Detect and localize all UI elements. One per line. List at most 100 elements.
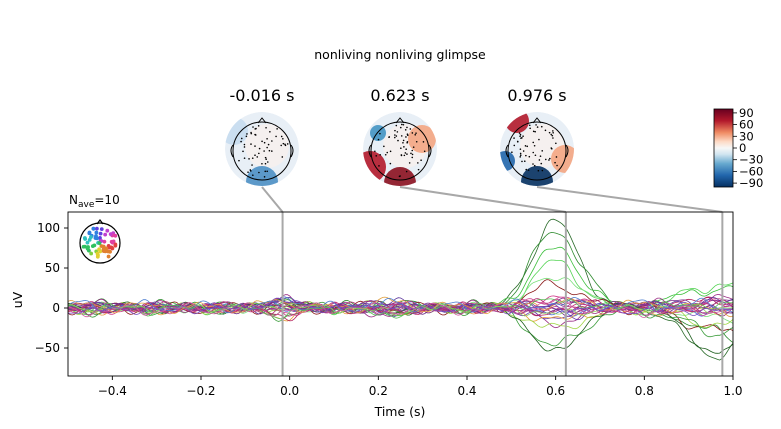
sensor-dot <box>528 124 531 127</box>
sensor-dot <box>400 154 403 156</box>
x-tick-label: −0.4 <box>98 384 127 398</box>
sensor-dot <box>526 145 529 148</box>
sensor-dot <box>383 145 385 148</box>
legend-sensor <box>106 244 111 248</box>
sensor-dot <box>550 133 553 136</box>
sensor-dot <box>411 156 414 159</box>
sensor-dot <box>422 141 425 143</box>
legend-sensor <box>105 228 110 233</box>
colorbar-tick-label: −30 <box>739 153 763 167</box>
sensor-dot <box>400 147 402 150</box>
sensor-dot <box>389 162 392 165</box>
sensor-dot <box>271 150 273 152</box>
sensor-dot <box>518 132 521 134</box>
sensor-dot <box>266 146 268 149</box>
sensor-dot <box>250 143 252 145</box>
sensor-dot <box>261 162 263 165</box>
sensor-dot <box>269 130 271 133</box>
legend-sensor <box>97 241 102 246</box>
legend-sensor <box>103 232 108 237</box>
sensor-dot <box>520 137 522 139</box>
sensor-dot <box>556 164 558 167</box>
sensor-dot <box>548 131 551 134</box>
sensor-dot <box>248 158 250 160</box>
sensor-dot <box>532 163 534 165</box>
sensor-dot <box>538 159 541 161</box>
sensor-dot <box>400 123 403 126</box>
sensor-dot <box>410 152 412 155</box>
sensor-dot <box>240 137 243 140</box>
legend-sensor <box>98 249 103 254</box>
sensor-dot <box>238 159 240 162</box>
legend-sensor <box>103 246 108 251</box>
legend-sensor <box>82 236 87 240</box>
head-outline <box>507 121 567 181</box>
channel-traces <box>68 218 733 361</box>
sensor-dot <box>551 134 554 137</box>
sensor-dot <box>282 137 284 140</box>
x-tick-label: 1.0 <box>723 384 742 398</box>
sensor-dot <box>534 154 537 157</box>
sensor-dot <box>286 143 289 145</box>
sensor-dot <box>268 149 271 152</box>
channel-trace <box>68 298 733 320</box>
sensor-dot <box>394 129 396 132</box>
topomap: 0.623 s <box>363 86 437 186</box>
sensor-dot <box>420 159 422 161</box>
sensor-dot <box>519 135 521 138</box>
sensor-dot <box>384 153 387 156</box>
sensor-dot <box>397 139 399 142</box>
legend-sensor <box>92 243 97 248</box>
sensor-dot <box>406 126 408 129</box>
topomap-time-label: 0.976 s <box>507 86 566 105</box>
legend-sensor <box>94 226 99 231</box>
sensor-dot <box>282 142 285 145</box>
sensor-dot <box>555 142 557 145</box>
time-markers <box>281 212 724 376</box>
legend-sensor <box>95 254 100 259</box>
sensor-dot <box>525 168 528 171</box>
sensor-dot <box>243 157 246 159</box>
sensor-dot <box>532 141 535 144</box>
legend-sensor <box>106 249 111 254</box>
head-outline <box>232 121 292 181</box>
y-tick-label: 0 <box>52 301 60 315</box>
legend-sensor <box>94 230 99 235</box>
sensor-dot <box>541 150 544 152</box>
legend-sensor <box>113 242 118 247</box>
y-axis-ticks: 100 50 0 −50 <box>35 221 68 355</box>
sensor-dot <box>378 165 380 167</box>
sensor-dot <box>275 135 277 138</box>
sensor-dot <box>415 132 417 134</box>
sensor-dot <box>423 150 426 153</box>
sensor-dot <box>549 157 551 160</box>
nose <box>395 117 405 124</box>
channel-trace <box>68 232 733 343</box>
channel-trace <box>68 218 733 361</box>
sensor-dot <box>414 133 417 136</box>
ear-right <box>290 144 294 158</box>
x-tick-label: 0.6 <box>546 384 565 398</box>
sensor-dot <box>417 162 419 164</box>
sensor-dot <box>254 134 257 136</box>
sensor-dot <box>405 170 408 173</box>
legend-sensor <box>89 251 94 256</box>
sensor-dot <box>404 152 407 154</box>
sensor-dot <box>524 145 527 147</box>
sensor-dot <box>243 143 246 146</box>
sensor-dot <box>246 133 248 135</box>
sensor-dot <box>541 169 544 172</box>
sensor-dot <box>411 149 414 152</box>
legend-sensor <box>91 226 96 231</box>
legend-sensor <box>109 245 114 250</box>
y-tick-label: 50 <box>45 261 60 275</box>
sensor-dot <box>266 161 269 163</box>
x-tick-label: 0.0 <box>280 384 299 398</box>
y-tick-label: −50 <box>35 341 60 355</box>
sensor-dot <box>403 146 405 148</box>
legend-sensor <box>85 240 90 245</box>
sensor-dot <box>402 123 405 126</box>
sensor-dot <box>404 129 407 131</box>
sensor-dot <box>284 143 286 146</box>
